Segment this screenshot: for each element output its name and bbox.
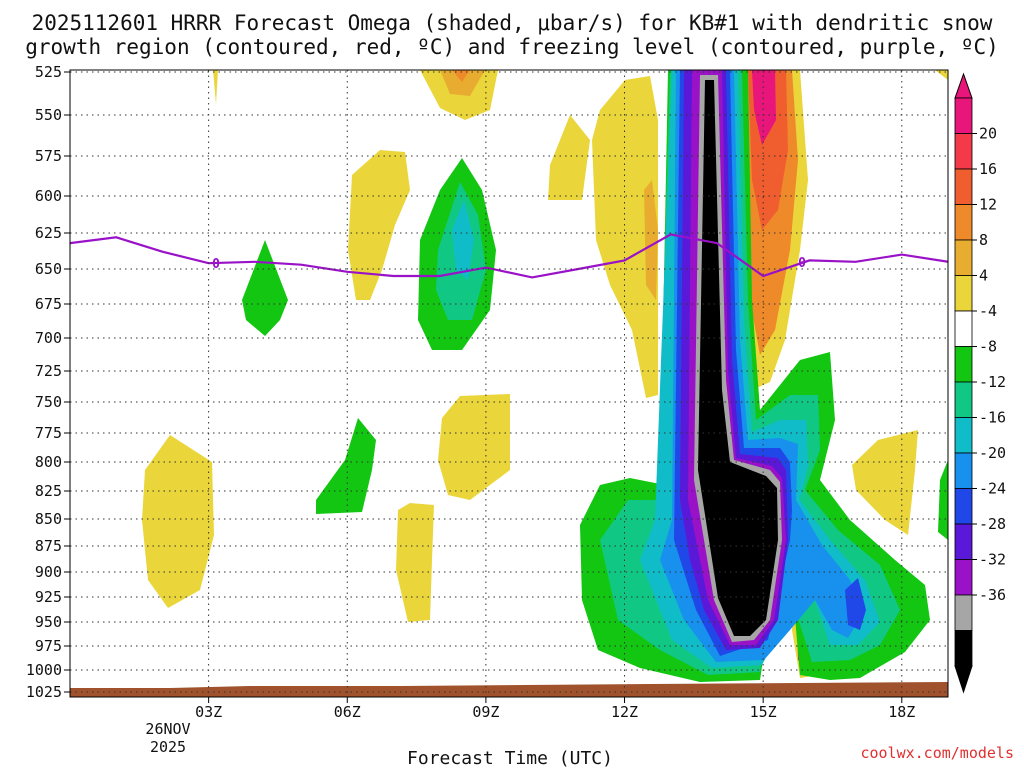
colorbar-segment (954, 310, 973, 347)
freezing-level-contour (70, 233, 948, 279)
y-tick-label: 650 (35, 260, 62, 278)
y-tick-label: 525 (35, 63, 62, 81)
colorbar-segment (954, 97, 973, 134)
colorbar-segment (954, 559, 973, 596)
chart-title-line-2: growth region (contoured, red, ºC) and f… (25, 35, 999, 59)
credit-text: coolwx.com/models (860, 744, 1014, 762)
x-tick-label: 06Z (334, 703, 361, 721)
y-tick-label: 550 (35, 106, 62, 124)
omega-blob-yellow (452, 70, 470, 82)
colorbar-tick-label: -24 (979, 480, 1006, 498)
colorbar-top-arrow (954, 72, 973, 99)
colorbar-segment (954, 488, 973, 525)
omega-blob-negative (452, 200, 474, 280)
colorbar-segment (954, 417, 973, 454)
y-tick-label: 800 (35, 453, 62, 471)
date-label-year: 2025 (150, 738, 186, 756)
plot-frame (69, 69, 949, 698)
y-tick-label: 1025 (26, 683, 62, 701)
freezing-level-label: 0 (798, 256, 806, 271)
omega-blob-yellow (213, 70, 218, 104)
x-tick-label: 12Z (611, 703, 638, 721)
x-tick-label: 03Z (195, 703, 222, 721)
omega-blob-yellow (592, 76, 658, 398)
date-label-day: 26NOV (145, 720, 190, 738)
plot-area: 0 0 (70, 70, 948, 697)
y-tick-label: 700 (35, 329, 62, 347)
omega-blob-yellow (644, 180, 658, 300)
y-tick-label: 625 (35, 224, 62, 242)
colorbar-tick-label: -28 (979, 515, 1006, 533)
omega-blob-yellow (396, 503, 434, 622)
colorbar-bottom-arrow (954, 665, 973, 694)
y-tick-label: 875 (35, 537, 62, 555)
colorbar-tick-label: -12 (979, 373, 1006, 391)
y-tick-label: 850 (35, 510, 62, 528)
colorbar-tick-label: -36 (979, 586, 1006, 604)
colorbar-tick-label: 16 (979, 160, 997, 178)
y-tick-label: 750 (35, 393, 62, 411)
omega-blob-yellow (348, 150, 410, 300)
omega-blob-negative (316, 418, 376, 514)
gridlines (70, 70, 948, 697)
y-tick-label: 925 (35, 588, 62, 606)
colorbar-segment (954, 346, 973, 383)
colorbar-tick-label: 8 (979, 231, 988, 249)
colorbar-tick-label: 12 (979, 196, 997, 214)
omega-blob-negative (242, 240, 288, 336)
x-tick-label: 15Z (750, 703, 777, 721)
omega-blob-yellow (440, 70, 485, 96)
colorbar-segment (954, 523, 973, 560)
colorbar-segment (954, 168, 973, 205)
colorbar-tick-label: -32 (979, 551, 1006, 569)
y-tick-label: 825 (35, 482, 62, 500)
y-tick-label: 775 (35, 424, 62, 442)
colorbar-tick-label: -20 (979, 444, 1006, 462)
omega-blob-positive (752, 70, 776, 145)
y-tick-label: 600 (35, 187, 62, 205)
colorbar: 20 16 12 8 4 -4 -8 -12 -16 -20 -24 -28 -32 -36 (954, 72, 1006, 694)
ground-surface (70, 682, 948, 697)
x-tick-label: 18Z (888, 703, 915, 721)
x-axis-label: Forecast Time (UTC) (407, 748, 613, 768)
colorbar-segment (954, 452, 973, 489)
y-tick-label: 675 (35, 295, 62, 313)
omega-blob-yellow (420, 70, 498, 120)
y-tick-label: 575 (35, 147, 62, 165)
freezing-level-label: 0 (212, 257, 220, 272)
colorbar-tick-label: 20 (979, 125, 997, 143)
omega-blob-yellow (548, 115, 590, 200)
x-tick-label: 09Z (472, 703, 499, 721)
colorbar-tick-label: -8 (979, 338, 997, 356)
omega-blob-yellow (438, 394, 510, 500)
y-tick-label: 950 (35, 613, 62, 631)
omega-blob-darkblue (845, 578, 866, 630)
x-axis: 03Z 06Z 09Z 12Z 15Z 18Z (195, 697, 915, 721)
omega-blob-yellow (142, 435, 214, 608)
colorbar-tick-label: -4 (979, 302, 997, 320)
colorbar-segment (954, 133, 973, 170)
chart-title-line-1: 2025112601 HRRR Forecast Omega (shaded, … (32, 11, 993, 35)
colorbar-segment (954, 275, 973, 312)
omega-core-black (698, 80, 778, 636)
y-tick-label: 900 (35, 563, 62, 581)
y-tick-label: 975 (35, 637, 62, 655)
colorbar-segment (954, 594, 973, 631)
colorbar-segment (954, 239, 973, 276)
colorbar-segment (954, 630, 973, 667)
colorbar-tick-label: 4 (979, 267, 988, 285)
omega-blob-negative (938, 460, 948, 540)
y-axis: 525 550 575 600 625 650 675 700 725 750 775 800 825 8… (26, 63, 70, 701)
colorbar-segment (954, 204, 973, 241)
y-tick-label: 1000 (26, 661, 62, 679)
colorbar-tick-label: -16 (979, 409, 1006, 427)
colorbar-segment (954, 381, 973, 418)
y-tick-label: 725 (35, 362, 62, 380)
